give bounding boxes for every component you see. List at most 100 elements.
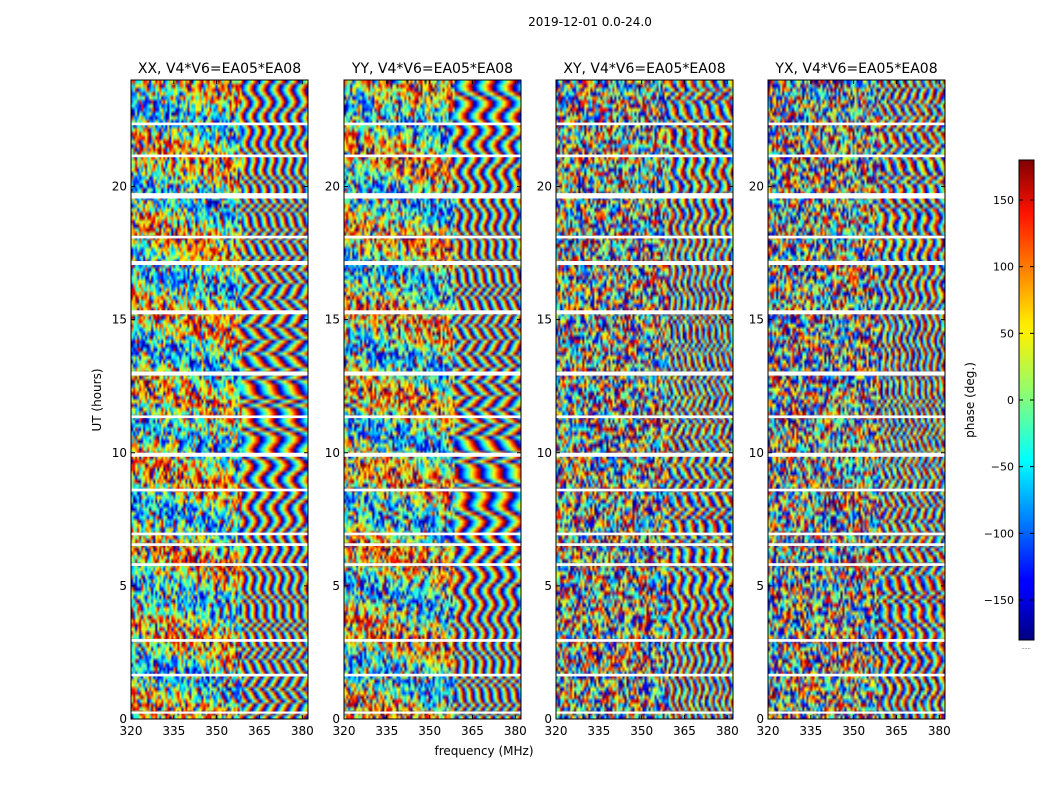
flagged-gap xyxy=(768,488,945,492)
flagged-gap xyxy=(768,543,945,546)
panel-xy: XY, V4*V6=EA05*EA08 320 335 350 365 380 0 5 10 15… xyxy=(537,61,739,738)
flagged-gap xyxy=(556,261,733,266)
figure-suptitle: 2019-12-01 0.0-24.0 xyxy=(528,15,652,29)
x-tick-label: 380 xyxy=(291,724,314,738)
y-tick-label: 5 xyxy=(119,579,127,593)
y-tick-label: 15 xyxy=(325,313,340,327)
colorbar-label: phase (deg.) xyxy=(963,362,977,438)
x-tick-label: 380 xyxy=(928,724,951,738)
flagged-gap xyxy=(131,452,308,457)
flagged-gap xyxy=(131,261,308,266)
flagged-gap xyxy=(131,711,308,714)
flagged-gap xyxy=(344,673,521,677)
y-tick-label: 15 xyxy=(749,313,764,327)
flagged-gap xyxy=(556,371,733,376)
flagged-gap xyxy=(344,122,521,126)
flagged-gap xyxy=(344,235,521,239)
x-tick-label: 365 xyxy=(248,724,271,738)
x-tick-label: 350 xyxy=(418,724,441,738)
panel-title: YY, V4*V6=EA05*EA08 xyxy=(351,61,513,77)
y-tick-label: 10 xyxy=(749,446,764,460)
y-tick-label: 0 xyxy=(119,712,127,726)
flagged-gap xyxy=(768,193,945,199)
flagged-gap xyxy=(131,543,308,546)
phase-heatmap xyxy=(768,80,945,719)
x-tick-label: 335 xyxy=(799,724,822,738)
colorbar-footer: ...... xyxy=(1021,645,1031,651)
flagged-gap xyxy=(344,452,521,457)
flagged-gap xyxy=(556,532,733,536)
panels-group: XX, V4*V6=EA05*EA08 320 335 350 365 380 0 5 10 15… xyxy=(112,61,951,738)
colorbar-ticks: 150 100 50 0 −50 −100 −150 xyxy=(984,194,1034,607)
y-tick-label: 15 xyxy=(537,313,552,327)
panel-title: XY, V4*V6=EA05*EA08 xyxy=(563,61,725,77)
y-tick-label: 5 xyxy=(332,579,340,593)
flagged-gap xyxy=(768,371,945,376)
flagged-gap xyxy=(131,488,308,492)
colorbar-tick-label: −150 xyxy=(984,594,1014,607)
x-tick-label: 380 xyxy=(716,724,739,738)
flagged-gap xyxy=(131,563,308,566)
x-tick-label: 320 xyxy=(757,724,780,738)
x-tick-label: 365 xyxy=(885,724,908,738)
flagged-gap xyxy=(768,122,945,126)
flagged-gap xyxy=(344,711,521,714)
y-tick-label: 20 xyxy=(749,180,764,194)
flagged-gap xyxy=(131,193,308,199)
colorbar-tick-label: −100 xyxy=(984,527,1014,540)
flagged-gap xyxy=(344,154,521,158)
y-tick-label: 5 xyxy=(544,579,552,593)
colorbar-tick-label: 150 xyxy=(993,194,1014,207)
flagged-gap xyxy=(768,673,945,677)
x-tick-label: 350 xyxy=(630,724,653,738)
colorbar-tick-label: 50 xyxy=(1000,327,1014,340)
flagged-gap xyxy=(556,122,733,126)
flagged-gap xyxy=(768,310,945,315)
flagged-gap xyxy=(556,543,733,546)
flagged-gap xyxy=(768,639,945,642)
phase-heatmap xyxy=(344,80,521,719)
flagged-gap xyxy=(768,415,945,419)
x-tick-label: 320 xyxy=(545,724,568,738)
panel-yx: YX, V4*V6=EA05*EA08 320 335 350 365 380 0 5 10 15… xyxy=(749,61,951,738)
flagged-gap xyxy=(131,673,308,677)
flagged-gap xyxy=(556,154,733,158)
y-tick-label: 20 xyxy=(537,180,552,194)
flagged-gap xyxy=(768,711,945,714)
flagged-gap xyxy=(768,563,945,566)
panel-title: YX, V4*V6=EA05*EA08 xyxy=(774,61,937,77)
flagged-gap xyxy=(556,488,733,492)
x-tick-label: 350 xyxy=(842,724,865,738)
y-axis-label: UT (hours) xyxy=(90,368,104,431)
flagged-gap xyxy=(131,310,308,315)
flagged-gap xyxy=(344,543,521,546)
panel-frame xyxy=(767,79,946,720)
flagged-gap xyxy=(556,563,733,566)
flagged-gap xyxy=(556,639,733,642)
flagged-gap xyxy=(344,261,521,266)
panel-title: XX, V4*V6=EA05*EA08 xyxy=(138,61,301,77)
flagged-gap xyxy=(768,452,945,457)
flagged-gap xyxy=(344,310,521,315)
panel-frame xyxy=(343,79,522,720)
panel-xx: XX, V4*V6=EA05*EA08 320 335 350 365 380 0 5 10 15… xyxy=(112,61,314,738)
flagged-gap xyxy=(556,711,733,714)
y-tick-label: 0 xyxy=(544,712,552,726)
y-tick-label: 5 xyxy=(756,579,764,593)
flagged-gap xyxy=(556,673,733,677)
x-tick-label: 335 xyxy=(375,724,398,738)
flagged-gap xyxy=(131,154,308,158)
flagged-gap xyxy=(131,415,308,419)
flagged-gap xyxy=(556,452,733,457)
flagged-gap xyxy=(768,261,945,266)
y-tick-label: 0 xyxy=(332,712,340,726)
flagged-gap xyxy=(131,532,308,536)
colorbar-tick-label: 100 xyxy=(993,261,1014,274)
flagged-gap xyxy=(344,488,521,492)
x-tick-label: 320 xyxy=(120,724,143,738)
flagged-gap xyxy=(768,235,945,239)
flagged-gap xyxy=(131,122,308,126)
colorbar-tick-label: 0 xyxy=(1007,394,1014,407)
flagged-gap xyxy=(556,310,733,315)
